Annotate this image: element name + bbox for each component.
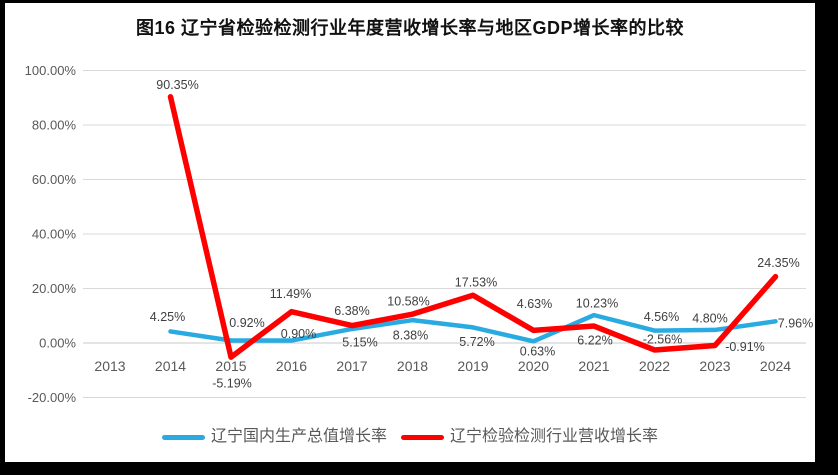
x-axis-tick-label: 2019 <box>457 358 488 374</box>
data-label-series-1: 17.53% <box>455 276 497 290</box>
legend-item-gdp: 辽宁国内生产总值增长率 <box>161 428 387 445</box>
data-label-series-0: 5.15% <box>342 335 377 349</box>
x-axis-tick-label: 2018 <box>397 358 428 374</box>
series-line-0 <box>168 312 778 344</box>
data-label-series-0: 5.72% <box>459 335 494 349</box>
y-axis-tick-label: 100.00% <box>25 63 77 78</box>
data-label-series-1: 6.22% <box>577 333 612 347</box>
data-label-series-0: 0.63% <box>520 345 555 359</box>
data-label-series-0: 0.90% <box>281 327 316 341</box>
x-axis-tick-label: 2022 <box>639 358 670 374</box>
legend-item-revenue: 辽宁检验检测行业营收增长率 <box>401 429 658 445</box>
data-label-series-0: 7.96% <box>778 317 813 331</box>
chart-title: 图16 辽宁省检验检测行业年度营收增长率与地区GDP增长率的比较 <box>135 18 685 38</box>
data-label-series-1: 24.35% <box>757 256 799 270</box>
y-axis-tick-label: 40.00% <box>32 227 77 242</box>
x-axis-tick-label: 2015 <box>215 358 246 374</box>
plot-area: 100.00% 80.00% 60.00% 40.00% 20.00% 0.00% -20.… <box>25 63 814 405</box>
legend-label-gdp: 辽宁国内生产总值增长率 <box>210 428 387 445</box>
data-label-series-0: 4.80% <box>692 311 727 325</box>
data-label-series-1: 6.38% <box>334 304 369 318</box>
data-label-series-0: 8.38% <box>393 329 428 343</box>
data-label-series-1: -0.91% <box>725 340 765 354</box>
y-axis-tick-label: -20.00% <box>28 390 77 405</box>
x-axis-tick-label: 2020 <box>518 358 549 374</box>
data-label-series-1: -5.19% <box>212 377 252 391</box>
x-axis-tick-label: 2024 <box>760 358 791 374</box>
data-label-series-0: 4.25% <box>150 310 185 324</box>
data-label-series-1: 4.63% <box>517 297 552 311</box>
y-axis-tick-label: 20.00% <box>32 281 77 296</box>
data-label-series-0: 10.23% <box>576 297 618 311</box>
data-label-series-0: 0.92% <box>229 316 264 330</box>
data-label-series-0: 4.56% <box>644 310 679 324</box>
y-axis-tick-label: 0.00% <box>39 336 76 351</box>
legend: 辽宁国内生产总值增长率 辽宁检验检测行业营收增长率 <box>5 429 815 445</box>
legend-label-revenue: 辽宁检验检测行业营收增长率 <box>450 428 659 445</box>
data-label-series-1: 11.49% <box>270 287 311 301</box>
x-axis-tick-label: 2021 <box>578 358 609 374</box>
y-axis-tick-label: 80.00% <box>32 118 77 133</box>
data-label-series-1: 10.58% <box>387 295 429 309</box>
legend-swatch-revenue <box>401 434 444 440</box>
series-line-1 <box>167 94 779 360</box>
x-axis-tick-label: 2017 <box>336 358 367 374</box>
legend-swatch-gdp <box>161 434 205 440</box>
x-axis-tick-label: 2016 <box>276 358 307 374</box>
x-axis-tick-label: 2023 <box>699 358 730 374</box>
y-axis-tick-label: 60.00% <box>32 172 77 187</box>
data-label-series-1: -2.56% <box>643 332 683 346</box>
x-axis-tick-label: 2014 <box>155 358 186 374</box>
chart-page: 图16 辽宁省检验检测行业年度营收增长率与地区GDP增长率的比较 100.00%… <box>5 3 815 462</box>
x-axis-tick-label: 2013 <box>94 358 125 374</box>
data-label-series-1: 90.35% <box>156 78 198 92</box>
